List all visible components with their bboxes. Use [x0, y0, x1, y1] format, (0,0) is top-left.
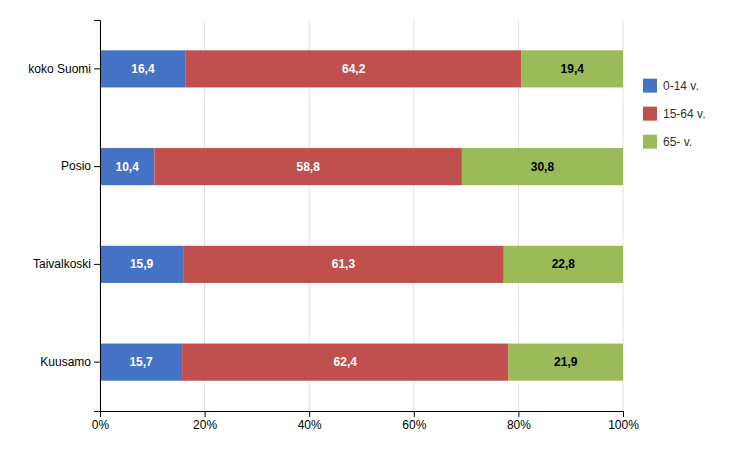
- data-label: 15,7: [129, 355, 153, 369]
- data-label: 10,4: [116, 160, 140, 174]
- bar: [154, 148, 462, 185]
- x-tick-mark: [623, 411, 624, 417]
- y-tick-label: Taivalkoski: [33, 257, 91, 271]
- data-label: 19,4: [561, 62, 585, 76]
- bar: [504, 246, 623, 283]
- x-tick-mark: [309, 411, 310, 417]
- plot: 0% 20% 40% 60% 80% 100% Kuusamo Taivalkoski Posi…: [28, 20, 639, 432]
- y-tick-label: koko Suomi: [28, 62, 91, 76]
- x-tick-mark: [518, 411, 519, 417]
- legend-label: 0-14 v.: [663, 79, 699, 93]
- bar: [522, 50, 623, 87]
- x-tick: 0%: [92, 411, 110, 432]
- bar: [100, 246, 183, 283]
- x-tick: 80%: [507, 411, 531, 432]
- x-tick: 40%: [298, 411, 322, 432]
- y-tick-mark: [94, 68, 100, 69]
- y-axis-line: [94, 21, 101, 412]
- legend-label: 15-64 v.: [663, 107, 705, 121]
- x-tick-label: 20%: [193, 418, 217, 432]
- bar-series: [100, 50, 186, 380]
- data-label: 22,8: [552, 257, 576, 271]
- legend-swatch: [643, 135, 657, 149]
- x-axis-line: [101, 412, 624, 418]
- y-tick-mark: [94, 166, 100, 167]
- x-tick: 60%: [402, 411, 426, 432]
- legend-swatch: [643, 107, 657, 121]
- bar: [183, 246, 504, 283]
- data-label: 58,8: [296, 160, 320, 174]
- x-tick: 100%: [608, 411, 639, 432]
- bar: [100, 344, 182, 381]
- data-label: 16,4: [131, 62, 155, 76]
- y-tick: Kuusamo: [40, 355, 100, 369]
- data-label: 61,3: [332, 257, 356, 271]
- y-tick: Posio: [61, 159, 100, 173]
- data-label: 62,4: [334, 355, 358, 369]
- data-labels: 15,7 15,9 10,4 16,4 62,4 61,3 58,8 64,2 21,9 22,8…: [116, 62, 585, 369]
- chart: 0% 20% 40% 60% 80% 100% Kuusamo Taivalkoski Posi…: [0, 0, 753, 451]
- bars: [100, 50, 623, 380]
- legend-item: 0-14 v.: [643, 79, 699, 93]
- y-tick-mark: [94, 264, 100, 265]
- data-label: 21,9: [554, 355, 578, 369]
- data-label: 15,9: [130, 257, 154, 271]
- bar: [100, 148, 154, 185]
- y-tick: koko Suomi: [28, 62, 100, 76]
- grid: [100, 20, 623, 411]
- x-tick-mark: [205, 411, 206, 417]
- bar: [462, 148, 623, 185]
- legend-item: 65- v.: [643, 135, 692, 149]
- data-label: 64,2: [342, 62, 366, 76]
- bar-series: [154, 50, 521, 380]
- bar: [182, 344, 508, 381]
- data-label: 30,8: [531, 160, 555, 174]
- y-axis: Kuusamo Taivalkoski Posio koko Suomi: [28, 21, 100, 412]
- bar: [100, 50, 186, 87]
- x-tick-label: 100%: [608, 418, 639, 432]
- x-tick-label: 0%: [92, 418, 110, 432]
- x-axis: 0% 20% 40% 60% 80% 100%: [92, 411, 639, 432]
- x-tick-label: 40%: [298, 418, 322, 432]
- x-tick-label: 60%: [402, 418, 426, 432]
- legend-label: 65- v.: [663, 135, 692, 149]
- x-tick-mark: [414, 411, 415, 417]
- legend-item: 15-64 v.: [643, 107, 705, 121]
- bar-series: [462, 50, 623, 380]
- bar: [186, 50, 522, 87]
- x-tick-label: 80%: [507, 418, 531, 432]
- y-tick-label: Posio: [61, 159, 91, 173]
- y-tick-mark: [94, 362, 100, 363]
- y-tick: Taivalkoski: [33, 257, 100, 271]
- x-tick: 20%: [193, 411, 217, 432]
- legend: 0-14 v. 15-64 v. 65- v.: [643, 79, 705, 149]
- bar: [508, 344, 623, 381]
- legend-swatch: [643, 79, 657, 93]
- y-tick-label: Kuusamo: [40, 355, 91, 369]
